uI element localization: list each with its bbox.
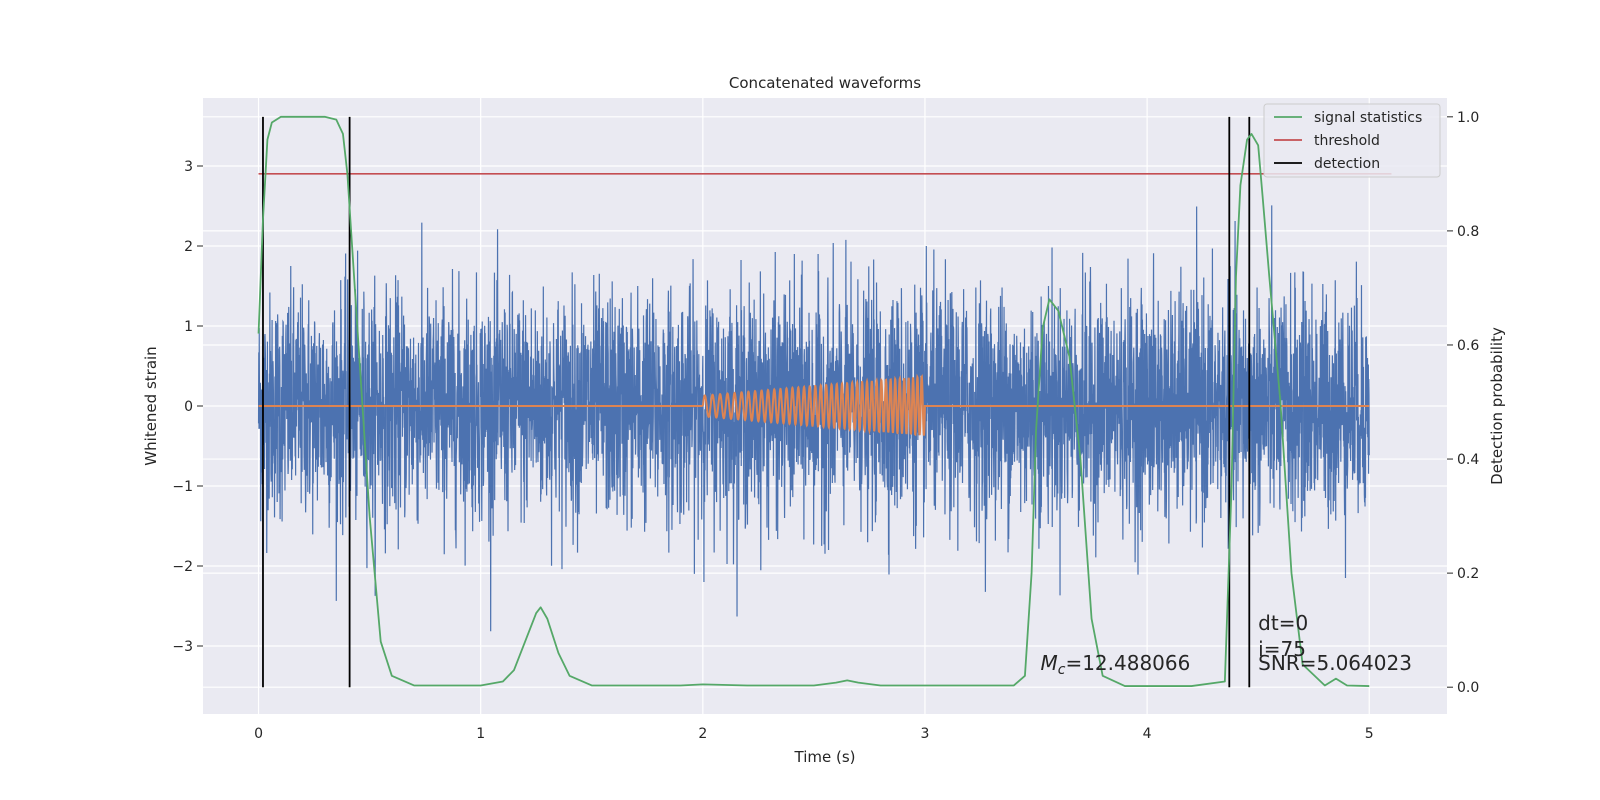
annotation-chirp-mass-value: =12.488066 <box>1065 651 1190 675</box>
series-layer <box>257 115 1392 688</box>
y2-tick-label: 0.6 <box>1457 338 1479 354</box>
x-tick-label: 2 <box>698 726 707 742</box>
y2-axis-label: Detection probability <box>1488 327 1506 485</box>
annotation-chirp-mass: Mc=12.488066 <box>1040 651 1190 678</box>
ticks: 0 1 2 3 4 5 −3 −2 −1 0 1 2 3 0.0 0.2 0.4 0.6 0.8 1.0 <box>172 110 1479 742</box>
y-tick-label: −3 <box>172 639 193 655</box>
y-tick-label: 0 <box>184 399 193 415</box>
x-axis-label: Time (s) <box>794 748 856 766</box>
x-tick-label: 4 <box>1143 726 1152 742</box>
annotation-chirp-mass-symbol: M <box>1040 651 1057 675</box>
legend: signal statistics threshold detection <box>1263 103 1441 178</box>
annotation-index: i=75 <box>1258 637 1306 661</box>
y-tick-label: 1 <box>184 319 193 335</box>
y2-tick-label: 0.4 <box>1457 452 1479 468</box>
y-tick-label: −1 <box>172 479 193 495</box>
y-axis-label: Whitened strain <box>142 346 160 465</box>
x-tick-label: 1 <box>476 726 485 742</box>
legend-label-detection: detection <box>1314 156 1380 172</box>
y-tick-label: 3 <box>184 159 193 175</box>
y2-tick-label: 0.2 <box>1457 566 1479 582</box>
annotation-dt: dt=0 <box>1258 611 1308 635</box>
y2-tick-label: 0.8 <box>1457 224 1479 240</box>
y2-tick-label: 1.0 <box>1457 110 1479 126</box>
annotation-snr: SNR=5.064023 <box>1258 651 1412 675</box>
y-tick-label: −2 <box>172 559 193 575</box>
x-tick-label: 5 <box>1365 726 1374 742</box>
y-tick-label: 2 <box>184 239 193 255</box>
y2-tick-label: 0.0 <box>1457 680 1479 696</box>
legend-label-signal-statistics: signal statistics <box>1314 110 1422 126</box>
series-signal-statistics-line <box>257 115 1370 687</box>
annotation-chirp-mass-subscript: c <box>1058 662 1066 678</box>
annotations: Mc=12.488066 dt=0 i=75 SNR=5.064023 <box>1040 611 1411 678</box>
x-tick-label: 3 <box>921 726 930 742</box>
legend-box <box>1263 103 1441 178</box>
legend-label-threshold: threshold <box>1314 133 1380 149</box>
chart-title: Concatenated waveforms <box>729 74 921 92</box>
series-chirp-line <box>258 373 1370 437</box>
x-tick-label: 0 <box>254 726 263 742</box>
